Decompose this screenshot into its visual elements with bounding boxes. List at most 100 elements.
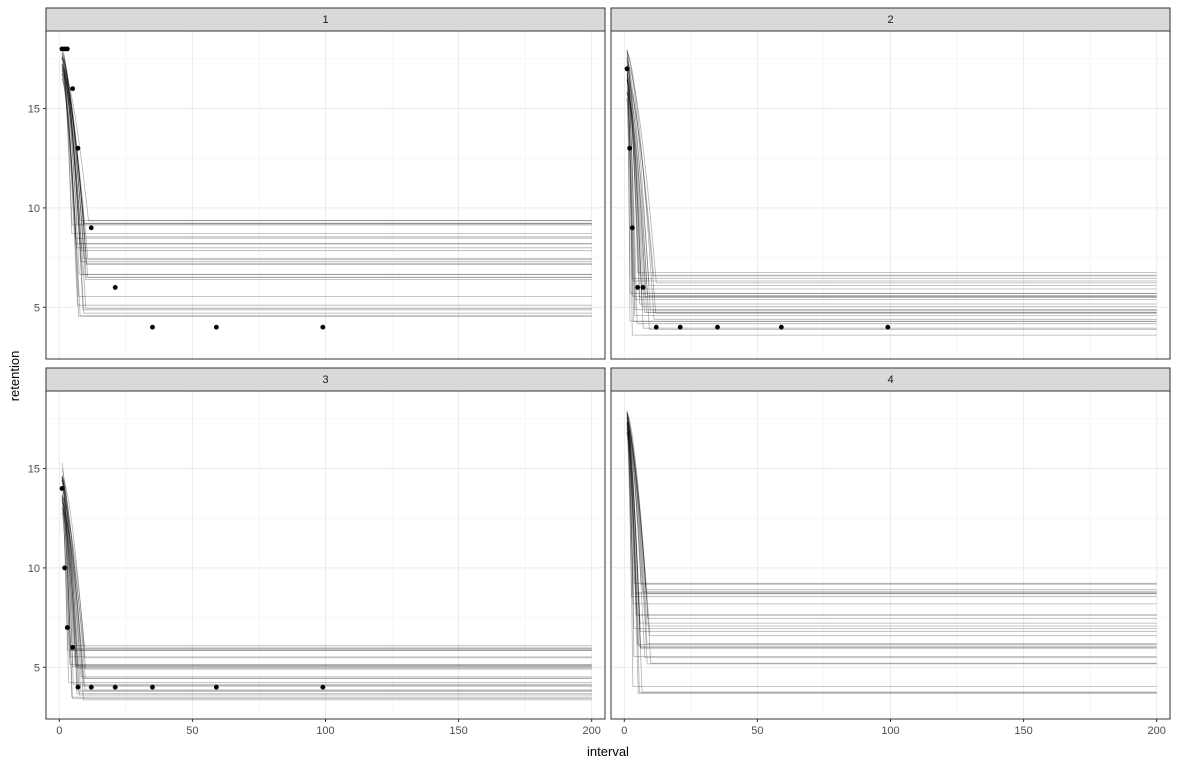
y-tick-label: 10 (28, 203, 40, 215)
fitted-line (61, 63, 592, 278)
fitted-line (626, 91, 1157, 316)
fitted-line (626, 51, 1157, 320)
fitted-line (626, 72, 1157, 305)
data-point (62, 565, 68, 571)
fitted-line (61, 67, 592, 238)
fitted-line (61, 480, 592, 658)
fitted-line (626, 428, 1157, 592)
fitted-line (626, 57, 1157, 322)
fitted-line (626, 425, 1157, 616)
fitted-line (626, 410, 1157, 687)
x-tick-label: 100 (316, 725, 334, 737)
fitted-line (61, 476, 592, 696)
fitted-line (626, 421, 1157, 658)
data-point (715, 324, 720, 330)
fitted-line (626, 423, 1157, 693)
fitted-line (626, 432, 1157, 605)
data-point (629, 225, 635, 231)
fitted-line (61, 496, 592, 699)
fitted-line (61, 69, 592, 275)
fitted-line (626, 79, 1157, 276)
fitted-line (626, 414, 1157, 595)
fitted-line (61, 65, 592, 222)
y-tick-label: 15 (28, 104, 40, 116)
fitted-line (61, 58, 592, 225)
fitted-line (61, 469, 592, 692)
panel-border (45, 30, 606, 360)
fitted-line (626, 79, 1157, 329)
fitted-line (626, 431, 1157, 598)
fitted-line (61, 53, 592, 314)
x-tick-label: 100 (881, 725, 899, 737)
fitted-line (626, 92, 1157, 296)
fitted-line (61, 77, 592, 317)
facet-strip-label: 4 (887, 374, 893, 386)
axes: interval retention (7, 351, 629, 759)
fitted-line (61, 55, 592, 260)
fitted-line (61, 57, 592, 252)
fitted-line (626, 67, 1157, 336)
fitted-line (626, 75, 1157, 314)
fitted-line (61, 502, 592, 687)
x-tick-label: 0 (56, 725, 62, 737)
facet-strip-label: 1 (322, 14, 328, 26)
fitted-line (626, 412, 1157, 664)
data-point (150, 684, 155, 690)
data-point (627, 145, 633, 151)
fitted-line (626, 88, 1157, 290)
fitted-line (626, 424, 1157, 657)
fitted-line (61, 64, 592, 245)
y-axis-title: retention (7, 351, 22, 402)
fitted-line (61, 62, 592, 263)
x-axis-title: interval (587, 744, 629, 759)
fitted-line (61, 69, 592, 260)
facet-panel-2: 2 (610, 7, 1171, 360)
x-tick-label: 50 (186, 725, 198, 737)
data-point (653, 324, 659, 330)
fitted-line (626, 422, 1157, 627)
fitted-line (61, 50, 592, 245)
fitted-line (626, 62, 1157, 284)
fitted-line (61, 507, 592, 691)
fitted-line (61, 66, 592, 224)
fitted-line (61, 505, 592, 691)
data-point (112, 285, 118, 290)
fitted-line (61, 73, 592, 309)
fitted-line (626, 98, 1157, 294)
fitted-line (61, 64, 592, 297)
fitted-line (61, 475, 592, 687)
fitted-line (626, 74, 1157, 282)
fitted-line (61, 56, 592, 265)
data-point (320, 324, 326, 330)
facet-strip-label: 2 (887, 14, 893, 26)
fitted-line (61, 477, 592, 695)
fitted-line (626, 431, 1157, 616)
data-point (64, 46, 70, 52)
data-point (213, 324, 219, 330)
fitted-line (61, 70, 592, 278)
x-tick-label: 150 (449, 725, 467, 737)
fitted-line (61, 57, 592, 265)
fitted-line (626, 417, 1157, 665)
fitted-line (61, 47, 592, 311)
fitted-line (626, 412, 1157, 647)
fitted-line (61, 53, 592, 235)
fitted-line (61, 500, 592, 678)
fitted-line (626, 418, 1157, 619)
fitted-line (626, 98, 1157, 323)
fitted-line (626, 91, 1157, 298)
fitted-line (626, 422, 1157, 694)
fitted-line (61, 496, 592, 649)
fitted-line (626, 57, 1157, 294)
fitted-line (626, 80, 1157, 277)
fitted-line (61, 68, 592, 221)
fitted-line (61, 78, 592, 239)
data-point (64, 625, 70, 630)
fitted-line (61, 68, 592, 317)
fitted-line (626, 414, 1157, 645)
fitted-line (626, 64, 1157, 307)
